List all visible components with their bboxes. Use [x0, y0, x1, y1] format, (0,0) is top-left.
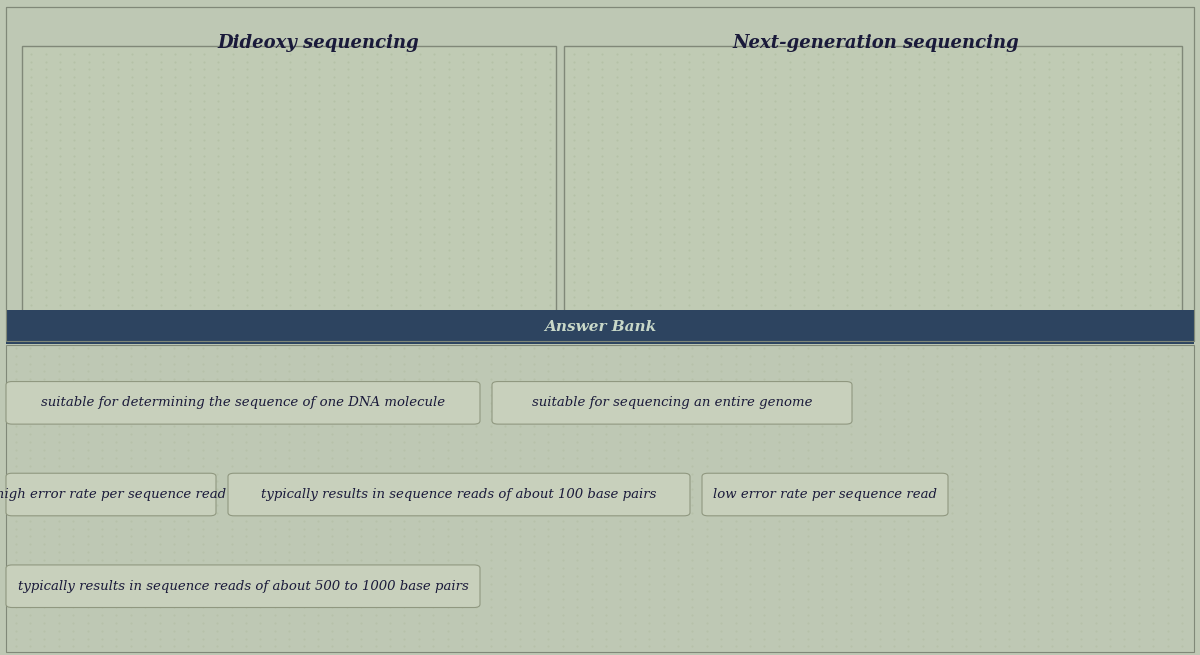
Text: suitable for determining the sequence of one DNA molecule: suitable for determining the sequence of…: [41, 396, 445, 409]
FancyBboxPatch shape: [492, 381, 852, 424]
FancyBboxPatch shape: [6, 7, 1194, 341]
FancyBboxPatch shape: [564, 46, 1182, 334]
Text: typically results in sequence reads of about 500 to 1000 base pairs: typically results in sequence reads of a…: [18, 580, 468, 593]
FancyBboxPatch shape: [6, 565, 480, 608]
FancyBboxPatch shape: [6, 473, 216, 516]
FancyBboxPatch shape: [6, 345, 1194, 652]
Text: typically results in sequence reads of about 100 base pairs: typically results in sequence reads of a…: [262, 488, 656, 501]
Text: Next-generation sequencing: Next-generation sequencing: [733, 34, 1019, 52]
FancyBboxPatch shape: [702, 473, 948, 516]
FancyBboxPatch shape: [6, 381, 480, 424]
Text: high error rate per sequence read: high error rate per sequence read: [0, 488, 226, 501]
FancyBboxPatch shape: [22, 46, 556, 334]
FancyBboxPatch shape: [228, 473, 690, 516]
Text: suitable for sequencing an entire genome: suitable for sequencing an entire genome: [532, 396, 812, 409]
Text: Answer Bank: Answer Bank: [544, 320, 656, 334]
FancyBboxPatch shape: [6, 310, 1194, 344]
Text: low error rate per sequence read: low error rate per sequence read: [713, 488, 937, 501]
Text: Dideoxy sequencing: Dideoxy sequencing: [217, 34, 419, 52]
